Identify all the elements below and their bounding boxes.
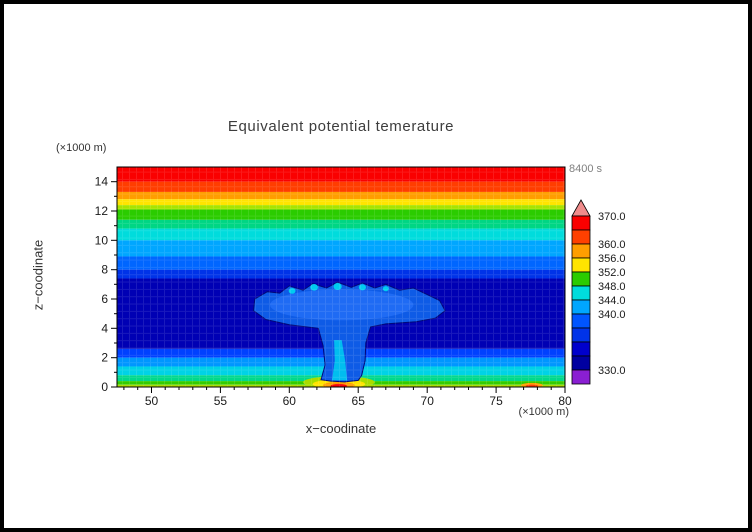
svg-text:14: 14: [95, 175, 109, 189]
svg-text:10: 10: [95, 233, 109, 247]
colorbar-arrow-top: [571, 199, 591, 217]
svg-text:55: 55: [214, 394, 228, 408]
svg-text:4: 4: [101, 321, 108, 335]
svg-text:6: 6: [101, 292, 108, 306]
plot-frame: [116, 166, 566, 388]
svg-text:50: 50: [145, 394, 159, 408]
svg-text:0: 0: [101, 380, 108, 394]
svg-text:370.0: 370.0: [598, 211, 626, 223]
svg-text:8: 8: [101, 263, 108, 277]
svg-text:356.0: 356.0: [598, 253, 626, 265]
svg-text:80: 80: [558, 394, 572, 408]
svg-text:2: 2: [101, 351, 108, 365]
svg-text:360.0: 360.0: [598, 239, 626, 251]
svg-text:70: 70: [421, 394, 435, 408]
grid-mesh-overlay: [117, 167, 565, 387]
chart-title: Equivalent potential temerature: [227, 118, 455, 135]
y-axis-unit-label: (×1000 m): [56, 142, 107, 154]
svg-text:340.0: 340.0: [598, 309, 626, 321]
x-axis-title: x−coodinate: [305, 421, 377, 436]
svg-text:348.0: 348.0: [598, 281, 626, 293]
x-axis-ticks: 50 55 60 65 70 75 80: [123, 387, 572, 408]
svg-text:75: 75: [489, 394, 503, 408]
y-axis-ticks: 0 2 4 6 8 10 12 14: [95, 175, 117, 394]
svg-text:65: 65: [352, 394, 366, 408]
svg-text:12: 12: [95, 204, 109, 218]
svg-text:352.0: 352.0: [598, 267, 626, 279]
colorbar: 370.0 360.0 356.0 352.0 348.0 344.0 340.0 330.0: [571, 199, 626, 385]
svg-text:60: 60: [283, 394, 297, 408]
contour-plot: 50 55 60 65 70 75 80 0 2 4 6 8 10 12 14 370.0 360.0 356.0…: [95, 166, 626, 408]
svg-text:344.0: 344.0: [598, 295, 626, 307]
svg-text:330.0: 330.0: [598, 365, 626, 377]
x-axis-unit-label: (×1000 m): [518, 406, 569, 418]
time-stamp-label: 8400 s: [569, 163, 603, 175]
